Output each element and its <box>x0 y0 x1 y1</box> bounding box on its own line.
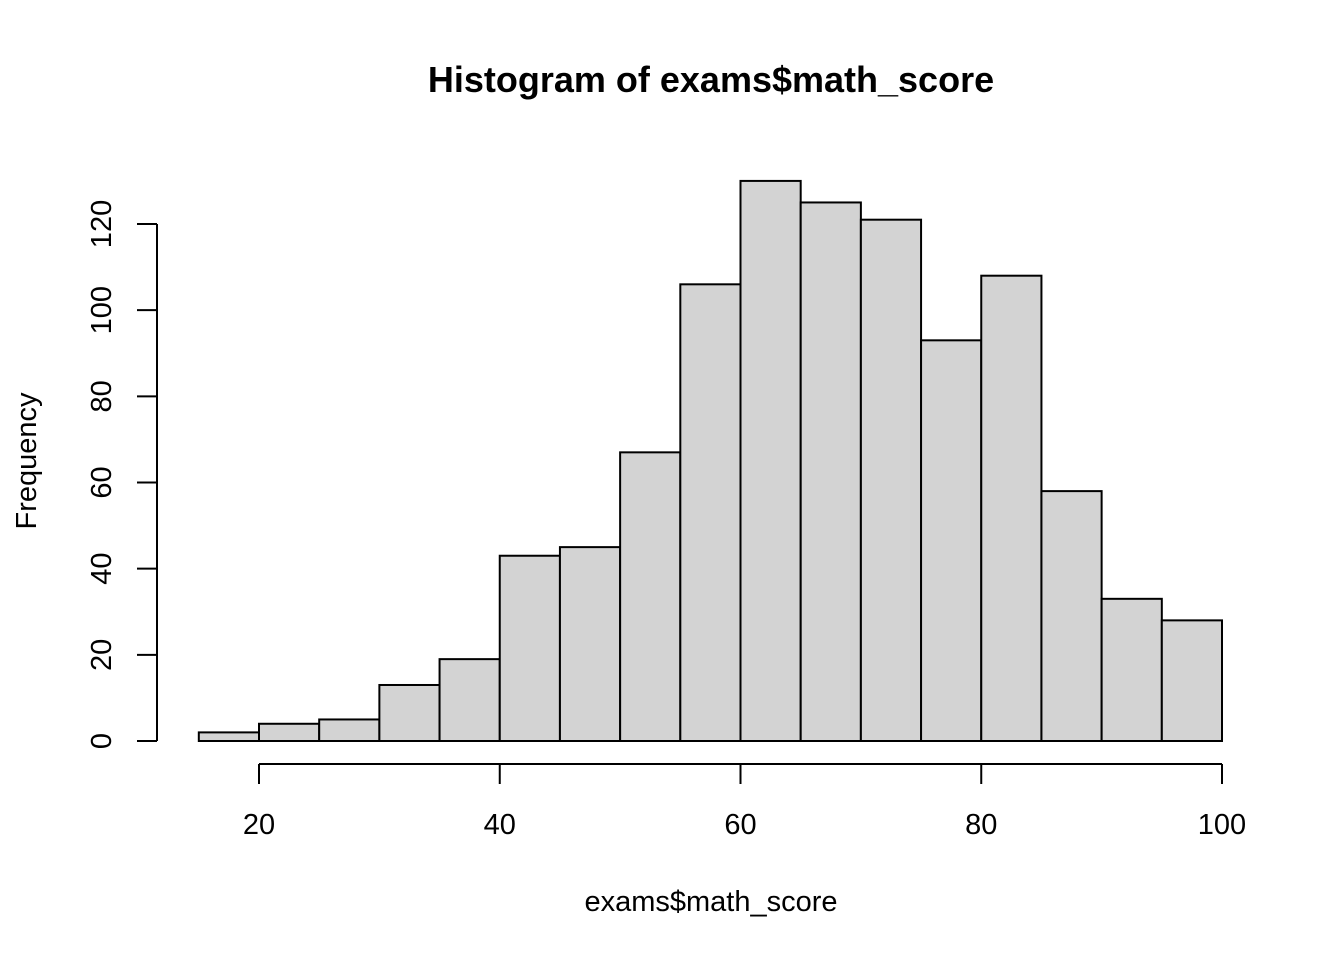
histogram-bar <box>799 201 862 743</box>
y-axis-label: Frequency <box>11 392 43 530</box>
chart-title: Histogram of exams$math_score <box>428 59 994 100</box>
y-tick-label: 40 <box>86 553 118 585</box>
x-tick-label: 40 <box>484 809 516 841</box>
histogram-bar <box>558 546 622 742</box>
histogram-bar <box>318 718 381 742</box>
histogram-bar <box>438 658 501 742</box>
x-tick-label: 100 <box>1198 809 1246 841</box>
histogram-bar <box>197 731 260 743</box>
x-tick-label: 60 <box>724 809 756 841</box>
y-tick-label: 100 <box>86 286 118 334</box>
y-tick-label: 0 <box>86 733 118 749</box>
y-tick-label: 60 <box>86 466 118 498</box>
x-tick-label: 20 <box>243 809 275 841</box>
histogram-bar <box>619 451 682 742</box>
x-axis-label: exams$math_score <box>584 886 837 918</box>
histogram-bar <box>258 722 321 742</box>
y-tick-label: 80 <box>86 380 118 412</box>
histogram-bar <box>498 554 561 742</box>
histogram-bar <box>739 179 802 742</box>
y-axis: 0 20 40 60 80 100 120 <box>86 200 158 749</box>
histogram-bar <box>859 218 923 743</box>
histogram-bar <box>679 283 742 742</box>
histogram-bar <box>1160 619 1223 742</box>
bars-group <box>197 179 1223 743</box>
histogram-bar <box>920 339 983 742</box>
histogram-bar <box>1040 490 1103 742</box>
y-tick-label: 20 <box>86 639 118 671</box>
y-tick-label: 120 <box>86 200 118 248</box>
histogram-bar <box>378 683 441 742</box>
x-tick-label: 80 <box>965 809 997 841</box>
histogram-bar <box>980 274 1043 742</box>
x-axis: 20 40 60 80 100 <box>243 763 1246 841</box>
histogram-bar <box>1100 597 1163 743</box>
